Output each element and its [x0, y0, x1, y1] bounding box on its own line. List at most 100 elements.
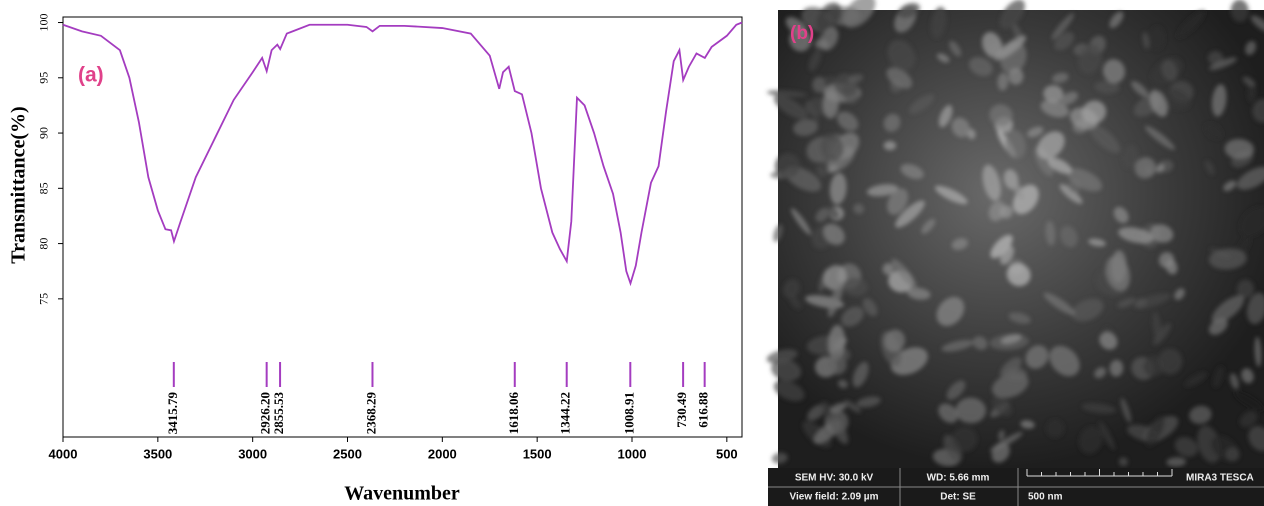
sem-grain — [909, 94, 935, 114]
sem-grain — [816, 2, 842, 32]
sem-grain — [1043, 85, 1064, 103]
info-text: 500 nm — [1028, 492, 1063, 503]
sem-grain — [1120, 397, 1132, 423]
sem-grain — [887, 39, 916, 71]
sem-grain — [1209, 57, 1237, 70]
sem-grain — [999, 0, 1025, 30]
peak-label: 616.88 — [696, 392, 711, 428]
sem-grain — [820, 401, 834, 419]
sem-grain — [1045, 220, 1056, 246]
sem-grain — [1109, 359, 1124, 377]
sem-grain — [827, 354, 847, 375]
sem-grain — [1224, 138, 1254, 160]
sem-grain — [773, 380, 805, 402]
sem-grain — [1118, 457, 1128, 467]
sem-grain — [816, 165, 827, 178]
sem-grain — [820, 133, 844, 162]
sem-grain — [1223, 180, 1237, 192]
sem-grain — [1000, 245, 1015, 265]
sem-grain — [1150, 224, 1174, 243]
sem-grain — [1027, 126, 1044, 138]
info-text: MIRA3 TESCA — [1186, 473, 1254, 484]
x-tick-label: 2000 — [428, 446, 457, 461]
x-tick-label: 4000 — [49, 446, 78, 461]
y-tick-label: 100 — [37, 14, 51, 32]
sem-grain — [1133, 293, 1171, 309]
x-tick-label: 3000 — [238, 446, 267, 461]
sem-grain — [1008, 67, 1024, 85]
peak-label: 3415.79 — [165, 392, 180, 435]
sem-grain — [1025, 345, 1049, 369]
sem-grain — [823, 223, 845, 245]
sem-grain — [790, 208, 812, 235]
sem-grain — [1208, 248, 1247, 270]
sem-grain — [866, 184, 899, 197]
sem-grain — [1144, 125, 1175, 150]
sem-grain — [1043, 292, 1076, 316]
sem-grain — [774, 153, 801, 179]
peak-label: 1618.06 — [506, 392, 521, 435]
sem-grain — [1174, 436, 1198, 457]
sem-grain — [883, 113, 901, 132]
x-tick-label: 500 — [716, 446, 738, 461]
x-tick-label: 3500 — [143, 446, 172, 461]
sem-grain — [1236, 166, 1264, 190]
x-tick-label: 1500 — [523, 446, 552, 461]
sem-grain — [998, 430, 1005, 441]
sem-grain — [1098, 421, 1116, 450]
sem-grain — [1047, 157, 1072, 174]
sem-grain — [853, 203, 865, 214]
sem-grain — [1117, 297, 1136, 308]
sem-grain — [1241, 368, 1254, 384]
spectrum-line — [62, 21, 743, 287]
sem-grain — [815, 39, 829, 49]
sem-grain — [1250, 15, 1264, 33]
sem-grain — [982, 164, 1001, 201]
sem-grain — [806, 100, 820, 123]
sem-grain — [886, 67, 913, 89]
peak-label: 730.49 — [674, 392, 689, 428]
sem-grain — [771, 359, 802, 382]
sem-grain — [1204, 123, 1223, 140]
y-tick-label: 90 — [37, 127, 51, 139]
sem-grain — [882, 263, 894, 275]
sem-grain — [1142, 32, 1150, 49]
sem-grain — [827, 165, 838, 174]
sem-grain — [1078, 44, 1102, 74]
sem-grain — [838, 379, 848, 389]
sem-grain — [1005, 129, 1026, 160]
sem-grain — [789, 28, 812, 52]
sem-grain — [793, 119, 819, 137]
sem-grain — [1229, 373, 1239, 390]
sem-grain — [1158, 252, 1175, 268]
peak-label: 2855.53 — [271, 392, 286, 435]
sem-grain — [1134, 157, 1156, 179]
sem-grain — [1239, 411, 1258, 428]
sem-grain — [1109, 11, 1124, 29]
info-text: View field: 2.09 µm — [790, 492, 879, 503]
sem-grain — [1254, 336, 1262, 367]
sem-grain — [1054, 32, 1074, 51]
panel-label: (b) — [790, 23, 814, 44]
sem-grain — [943, 434, 963, 463]
sem-grain — [807, 404, 826, 421]
y-axis-label: Transmittance(%) — [8, 106, 30, 263]
sem-grain — [1006, 263, 1031, 287]
sem-grain — [989, 431, 1023, 452]
sem-grain — [1000, 334, 1022, 345]
sem-grain — [1156, 164, 1165, 173]
sem-grain — [1204, 160, 1215, 175]
sem-grain — [828, 281, 844, 318]
sem-grain — [946, 380, 966, 400]
y-tick-label: 85 — [37, 182, 51, 194]
sem-grain — [897, 2, 920, 19]
sem-grain — [1118, 227, 1154, 244]
sem-texture — [766, 0, 1264, 467]
sem-grain — [1152, 311, 1162, 343]
sem-grain — [951, 117, 970, 138]
sem-grain — [955, 397, 987, 424]
peak-label: 1344.22 — [558, 392, 573, 434]
sem-grain — [981, 32, 1002, 58]
sem-grain — [949, 40, 962, 57]
sem-grain — [938, 403, 958, 423]
